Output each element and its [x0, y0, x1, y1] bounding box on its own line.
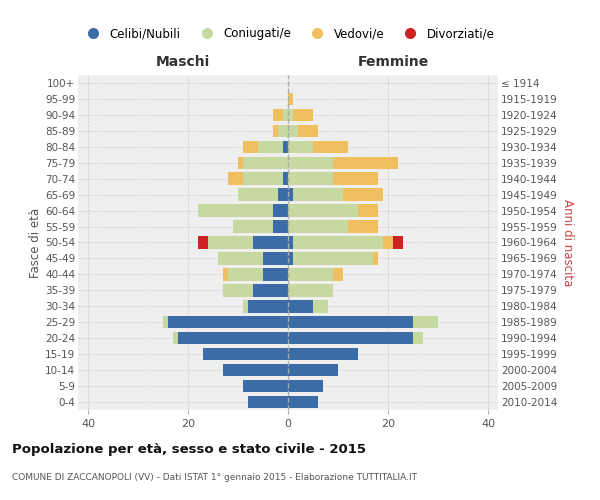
- Bar: [313, 140, 348, 153]
- Bar: [288, 268, 333, 280]
- Legend: Celibi/Nubili, Coniugati/e, Vedovi/e, Divorziati/e: Celibi/Nubili, Coniugati/e, Vedovi/e, Di…: [82, 28, 494, 40]
- Bar: [243, 300, 248, 312]
- Bar: [288, 220, 348, 233]
- Bar: [228, 172, 243, 185]
- Bar: [243, 172, 283, 185]
- Bar: [288, 316, 413, 328]
- Text: Femmine: Femmine: [358, 54, 428, 68]
- Bar: [343, 188, 383, 201]
- Bar: [283, 140, 288, 153]
- Bar: [238, 156, 243, 169]
- Bar: [288, 92, 293, 105]
- Bar: [283, 108, 288, 121]
- Bar: [393, 236, 403, 248]
- Bar: [288, 332, 413, 344]
- Bar: [218, 252, 263, 264]
- Bar: [288, 140, 313, 153]
- Bar: [293, 188, 343, 201]
- Bar: [248, 300, 288, 312]
- Bar: [383, 236, 393, 248]
- Bar: [233, 220, 273, 233]
- Bar: [223, 268, 228, 280]
- Bar: [273, 108, 283, 121]
- Y-axis label: Anni di nascita: Anni di nascita: [561, 199, 574, 286]
- Bar: [243, 140, 258, 153]
- Bar: [238, 188, 278, 201]
- Bar: [208, 236, 253, 248]
- Bar: [288, 252, 293, 264]
- Bar: [333, 172, 378, 185]
- Bar: [373, 252, 378, 264]
- Bar: [253, 284, 288, 296]
- Bar: [288, 364, 338, 376]
- Bar: [273, 204, 288, 217]
- Bar: [273, 124, 278, 137]
- Bar: [288, 348, 358, 360]
- Bar: [288, 204, 358, 217]
- Bar: [273, 220, 288, 233]
- Bar: [253, 236, 288, 248]
- Bar: [348, 220, 378, 233]
- Bar: [263, 268, 288, 280]
- Bar: [288, 236, 293, 248]
- Bar: [288, 188, 293, 201]
- Y-axis label: Fasce di età: Fasce di età: [29, 208, 42, 278]
- Bar: [223, 364, 288, 376]
- Text: COMUNE DI ZACCANOPOLI (VV) - Dati ISTAT 1° gennaio 2015 - Elaborazione TUTTITALI: COMUNE DI ZACCANOPOLI (VV) - Dati ISTAT …: [12, 472, 417, 482]
- Bar: [248, 396, 288, 408]
- Bar: [278, 188, 288, 201]
- Bar: [263, 252, 288, 264]
- Bar: [288, 124, 298, 137]
- Bar: [228, 268, 263, 280]
- Bar: [333, 156, 398, 169]
- Bar: [258, 140, 283, 153]
- Bar: [288, 284, 333, 296]
- Bar: [278, 124, 288, 137]
- Text: Popolazione per età, sesso e stato civile - 2015: Popolazione per età, sesso e stato civil…: [12, 442, 366, 456]
- Bar: [288, 108, 293, 121]
- Bar: [413, 332, 423, 344]
- Bar: [243, 156, 288, 169]
- Bar: [203, 348, 288, 360]
- Bar: [298, 124, 318, 137]
- Bar: [283, 172, 288, 185]
- Bar: [288, 172, 333, 185]
- Bar: [358, 204, 378, 217]
- Bar: [173, 332, 178, 344]
- Bar: [413, 316, 438, 328]
- Bar: [168, 316, 288, 328]
- Bar: [288, 300, 313, 312]
- Bar: [243, 380, 288, 392]
- Bar: [288, 396, 318, 408]
- Bar: [163, 316, 168, 328]
- Bar: [293, 108, 313, 121]
- Text: Maschi: Maschi: [156, 54, 210, 68]
- Bar: [333, 268, 343, 280]
- Bar: [198, 204, 273, 217]
- Bar: [288, 156, 333, 169]
- Bar: [288, 380, 323, 392]
- Bar: [198, 236, 208, 248]
- Bar: [313, 300, 328, 312]
- Bar: [178, 332, 288, 344]
- Bar: [223, 284, 253, 296]
- Bar: [293, 236, 383, 248]
- Bar: [293, 252, 373, 264]
